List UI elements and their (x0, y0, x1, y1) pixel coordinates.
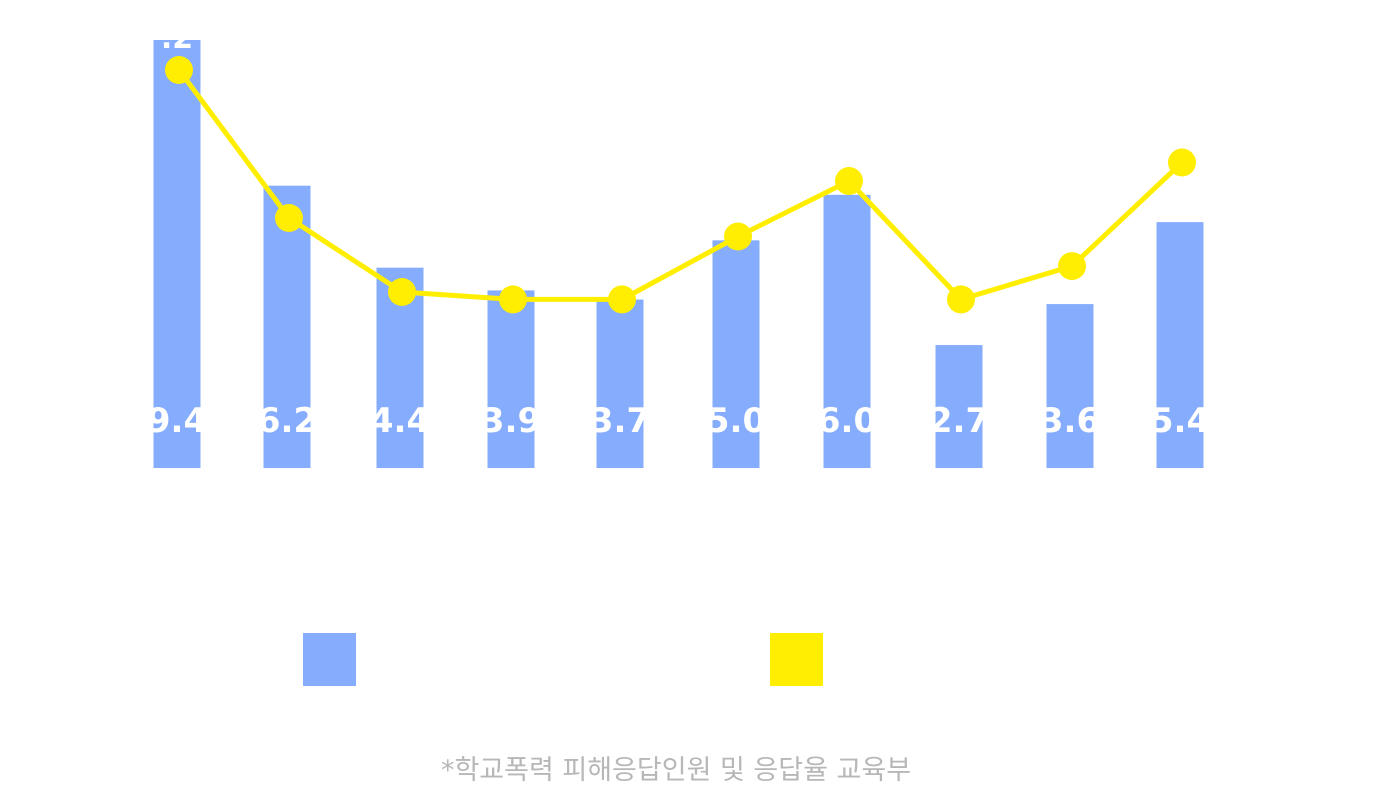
bar-value-label-6: 5.0 (706, 401, 766, 441)
bar-value-label-9: 3.6 (1040, 401, 1100, 441)
line-layer (165, 56, 1196, 314)
legend-swatch-line-series (770, 633, 823, 686)
line-point-9 (1058, 252, 1086, 281)
bar-6 (712, 240, 760, 468)
line-point-4 (499, 285, 527, 314)
line-point-7 (835, 167, 863, 195)
bar-1 (153, 40, 201, 468)
line-labels-layer: .2 (161, 21, 193, 56)
bar-labels-layer: 9.4 6.2 4.4 3.9 3.7 5.0 6.0 2.7 3.6 5.4 (147, 401, 1210, 441)
line-point-5 (608, 285, 636, 314)
bar-value-label-2: 6.2 (257, 401, 317, 441)
line-point-6 (724, 222, 752, 251)
bar-4 (487, 290, 535, 468)
bar-value-label-10: 5.4 (1150, 401, 1210, 441)
line-point-10 (1168, 148, 1196, 177)
bar-5 (596, 299, 644, 468)
bar-value-label-8: 2.7 (929, 401, 989, 441)
bar-8 (935, 345, 983, 468)
bar-10 (1156, 222, 1204, 468)
bar-value-label-1: 9.4 (147, 401, 207, 441)
line-point-3 (388, 278, 416, 306)
bars-layer (153, 40, 1204, 468)
bar-value-label-4: 3.9 (481, 401, 541, 441)
bar-2 (263, 185, 311, 468)
line-point-2 (275, 204, 303, 232)
source-note: *학교폭력 피해응답인원 및 응답율 교육부 (440, 755, 912, 786)
line-point-1 (165, 56, 193, 84)
bar-value-label-7: 6.0 (817, 401, 877, 441)
line-point-8 (947, 285, 975, 314)
bar-value-label-5: 3.7 (590, 401, 650, 441)
line-value-label-1: .2 (161, 21, 193, 56)
bar-9 (1046, 304, 1094, 468)
line-series-path (176, 68, 1184, 302)
legend-swatch-bar-series (303, 633, 356, 686)
bar-7 (823, 194, 871, 468)
bar-value-label-3: 4.4 (370, 401, 430, 441)
